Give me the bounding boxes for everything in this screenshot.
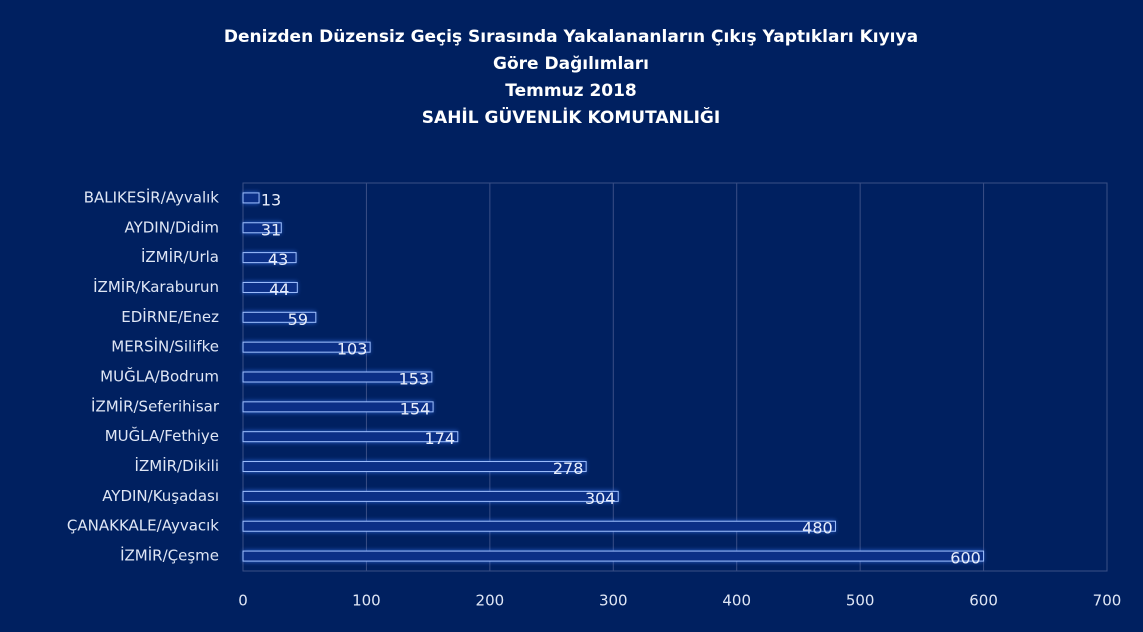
- data-label: 44: [269, 280, 289, 299]
- bar: [242, 371, 433, 383]
- y-tick-label: İZMİR/Seferihisar: [91, 396, 220, 415]
- bar: [242, 222, 282, 234]
- y-tick-label: MERSİN/Silifke: [111, 337, 219, 356]
- y-tick-label: EDİRNE/Enez: [121, 307, 219, 326]
- y-tick-label: AYDIN/Kuşadası: [102, 487, 219, 505]
- bar: [242, 281, 298, 293]
- x-tick-label: 600: [969, 592, 998, 610]
- bar: [242, 252, 297, 264]
- y-tick-label: ÇANAKKALE/Ayvacık: [67, 517, 219, 535]
- y-tick-label: İZMİR/Dikili: [135, 456, 219, 475]
- y-tick-label: MUĞLA/Bodrum: [100, 367, 219, 386]
- bar: [242, 311, 317, 323]
- data-label: 278: [553, 459, 584, 478]
- y-tick-label: MUĞLA/Fethiye: [105, 426, 219, 445]
- y-tick-label: BALIKESİR/Ayvalık: [84, 187, 220, 206]
- x-tick-label: 300: [599, 592, 628, 610]
- x-tick-label: 100: [352, 592, 381, 610]
- data-label: 103: [337, 340, 368, 359]
- data-label: 174: [424, 429, 455, 448]
- data-label: 13: [261, 190, 281, 209]
- data-label: 600: [950, 549, 981, 568]
- bar: [242, 461, 587, 473]
- data-label: 59: [288, 310, 308, 329]
- data-label: 43: [268, 250, 288, 269]
- y-tick-label: İZMİR/Çeşme: [120, 546, 219, 565]
- y-tick-label: İZMİR/Karaburun: [93, 277, 219, 296]
- data-label: 304: [585, 489, 616, 508]
- bar: [242, 341, 371, 353]
- x-tick-label: 200: [476, 592, 505, 610]
- data-label: 480: [802, 519, 833, 538]
- y-tick-label: İZMİR/Urla: [141, 247, 219, 266]
- title-block: Denizden Düzensiz Geçiş Sırasında Yakala…: [171, 24, 971, 132]
- data-label: 153: [399, 370, 430, 389]
- x-tick-label: 700: [1093, 592, 1122, 610]
- bar: [242, 431, 459, 443]
- bar: [242, 520, 836, 532]
- chart-subtitle: Temmuz 2018: [505, 81, 637, 101]
- data-label: 154: [400, 399, 431, 418]
- chart-title: Denizden Düzensiz Geçiş Sırasında Yakala…: [223, 27, 919, 74]
- bar: [242, 490, 619, 502]
- x-tick-label: 0: [238, 592, 248, 610]
- bar: [242, 401, 434, 413]
- chart-subtitle: SAHİL GÜVENLİK KOMUTANLIĞI: [421, 108, 721, 128]
- y-tick-label: AYDIN/Didim: [124, 218, 219, 236]
- data-label: 31: [261, 220, 281, 239]
- x-tick-label: 500: [846, 592, 875, 610]
- x-tick-label: 400: [722, 592, 751, 610]
- bar: [242, 550, 985, 562]
- bar: [242, 192, 260, 204]
